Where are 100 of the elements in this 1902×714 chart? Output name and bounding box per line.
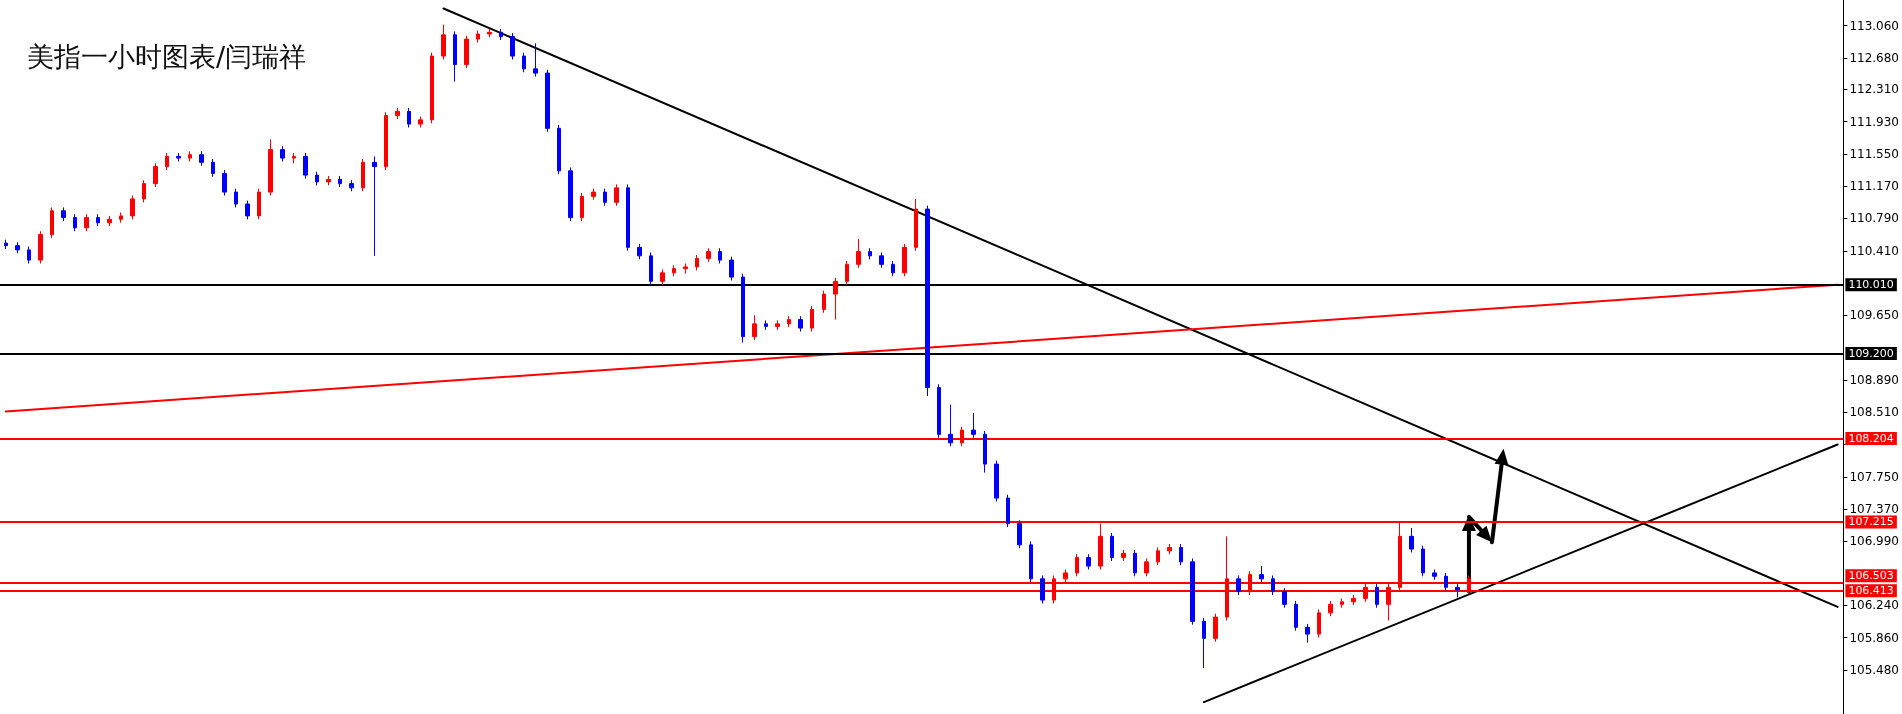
candlestick	[591, 188, 596, 201]
candlestick	[1282, 587, 1287, 609]
y-tick-label: 111.550	[1849, 146, 1899, 161]
candlestick	[188, 150, 192, 162]
candlestick	[937, 383, 941, 439]
candlestick	[510, 32, 515, 60]
candlestick	[603, 188, 607, 207]
y-tick-label: 105.480	[1849, 662, 1899, 677]
candlestick	[384, 111, 388, 171]
candlestick	[1167, 543, 1172, 555]
candlestick	[925, 205, 930, 397]
candlestick	[752, 314, 757, 341]
candlestick	[349, 179, 354, 192]
candlestick	[1444, 572, 1448, 592]
candlestick	[810, 305, 814, 332]
candlestick	[130, 195, 135, 220]
candlestick	[522, 52, 526, 73]
candlestick	[1213, 613, 1218, 643]
y-tick-label: 113.060	[1849, 18, 1899, 33]
y-tick-label: 105.860	[1849, 630, 1899, 645]
ref-line-label: 106.503	[1848, 569, 1894, 583]
ref-line-label: 110.010	[1848, 278, 1894, 292]
y-tick-label: 112.680	[1849, 50, 1899, 65]
candlestick	[764, 319, 768, 331]
candlestick	[1144, 557, 1149, 577]
candlestick	[73, 213, 77, 232]
candlestick	[1190, 557, 1195, 626]
y-tick-label: 110.790	[1849, 211, 1899, 226]
candlestick	[568, 166, 573, 222]
y-tick-label: 112.310	[1849, 82, 1899, 97]
candlestick	[683, 263, 688, 275]
text: 美指一小时图表/闫瑞祥	[27, 41, 307, 72]
candlestick	[96, 213, 100, 227]
candlestick	[338, 175, 342, 188]
candlestick	[303, 152, 308, 179]
y-tick-label: 106.990	[1849, 534, 1899, 549]
candlestick	[499, 28, 503, 41]
candlestick	[822, 290, 826, 314]
candlestick	[1202, 617, 1206, 669]
candlestick	[1305, 623, 1310, 644]
candlestick	[245, 200, 250, 220]
candlestick	[1040, 574, 1045, 604]
candlestick	[775, 319, 780, 331]
candlestick	[119, 212, 123, 224]
candlestick	[268, 138, 273, 196]
candlestick	[1340, 597, 1344, 609]
candlestick	[879, 251, 884, 269]
y-tick-label: 107.750	[1849, 469, 1899, 484]
candlestick	[1375, 583, 1379, 609]
y-tick-label: 111.930	[1849, 114, 1899, 129]
candlestick	[315, 171, 319, 186]
candlestick	[868, 247, 872, 260]
candlestick	[15, 241, 20, 254]
y-tick-label: 108.890	[1849, 372, 1899, 387]
candlestick	[176, 152, 181, 162]
candlestick	[1121, 549, 1126, 562]
candlestick	[798, 315, 803, 332]
candlestick	[971, 412, 976, 439]
candlestick	[222, 169, 227, 196]
candlestick	[637, 243, 642, 260]
candlestick	[453, 30, 457, 83]
candlestick	[234, 188, 238, 208]
candlestick	[1086, 553, 1091, 570]
candlestick	[1110, 532, 1114, 562]
candlestick	[891, 260, 895, 277]
candlestick	[533, 42, 538, 77]
candlestick	[1351, 594, 1356, 606]
candlestick	[4, 239, 8, 250]
candlestick	[1421, 545, 1425, 577]
y-tick-label: 111.170	[1849, 179, 1899, 194]
candlestick	[430, 52, 434, 124]
candlestick	[580, 192, 584, 222]
candlestick	[729, 256, 734, 281]
candlestick	[1133, 549, 1137, 577]
y-tick-label: 108.510	[1849, 405, 1899, 420]
candlestick	[487, 28, 492, 38]
candlestick	[787, 315, 791, 328]
candlestick	[50, 206, 54, 239]
candlestick	[1029, 540, 1033, 583]
candlestick	[914, 198, 918, 252]
ref-line-label: 107.215	[1848, 515, 1894, 529]
candlestick	[902, 243, 907, 277]
y-tick-label: 110.410	[1849, 243, 1899, 258]
candlestick	[983, 430, 987, 474]
candlestick	[464, 35, 469, 69]
candlestick	[1236, 574, 1241, 596]
candlestick	[257, 188, 261, 220]
candlestick	[326, 175, 331, 186]
candlestick	[292, 152, 296, 164]
candlestick	[994, 460, 999, 502]
candlestick	[706, 247, 711, 263]
candlestick	[107, 215, 112, 227]
candlestick	[372, 155, 377, 257]
candlestick	[1455, 583, 1460, 599]
candlestick	[1259, 565, 1264, 583]
candlestick	[1317, 608, 1321, 638]
candlestick	[153, 162, 158, 188]
candlestick	[845, 260, 849, 286]
y-tick-label: 109.650	[1849, 308, 1899, 323]
candlestick	[142, 179, 146, 203]
